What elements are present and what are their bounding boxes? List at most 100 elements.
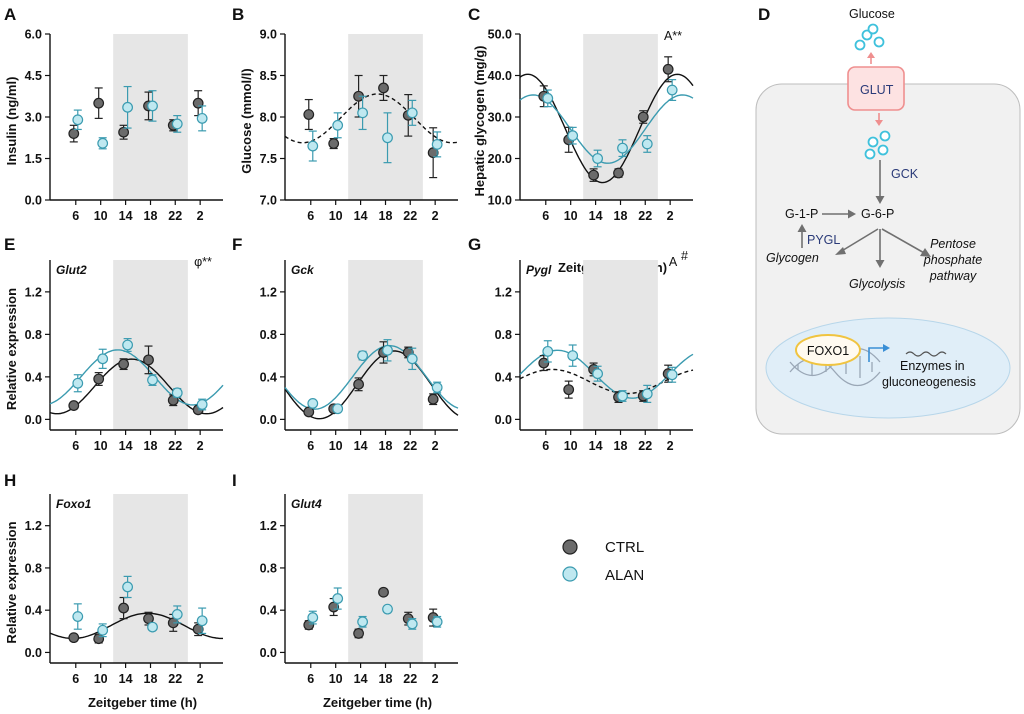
x-tick-label-e-5: 2: [197, 439, 204, 453]
x-tick-label-i-5: 2: [432, 672, 439, 686]
panel-label-f: F: [232, 235, 242, 254]
glucose-molecules-outside: [854, 23, 885, 51]
annotation-e: φ**: [194, 255, 212, 269]
data-point-f-alan-3: [382, 344, 393, 356]
data-point-e-alan-2: [122, 339, 134, 351]
transcription-arrow: [868, 347, 885, 362]
panel-label-i: I: [232, 471, 237, 490]
x-tick-label-f-4: 22: [403, 439, 417, 453]
y-tick-label-h-1: 0.4: [25, 604, 42, 618]
data-point-h-alan-1: [97, 624, 109, 636]
gene-title-e: Glut2: [56, 263, 87, 277]
data-point-f-ctrl-0: [303, 406, 315, 418]
y-axis-label-h: Relative expression: [4, 521, 19, 643]
x-tick-label-g-4: 22: [638, 439, 652, 453]
data-point-e-ctrl-2: [118, 358, 130, 370]
data-point-a-alan-1: [97, 137, 109, 149]
y-tick-label-b-2: 8.0: [260, 111, 277, 125]
y-tick-label-c-3: 40.0: [488, 69, 512, 83]
x-tick-label-a-1: 10: [94, 209, 108, 223]
y-axis-label-e: Relative expression: [4, 288, 19, 410]
y-tick-label-f-1: 0.4: [260, 370, 277, 384]
x-tick-label-i-3: 18: [379, 672, 393, 686]
data-point-b-alan-3: [382, 132, 393, 144]
data-point-a-alan-2: [122, 101, 134, 113]
x-tick-label-g-1: 10: [564, 439, 578, 453]
data-point-h-ctrl-2: [118, 602, 130, 614]
data-point-h-ctrl-0: [68, 632, 80, 644]
data-point-h-alan-3: [147, 621, 158, 633]
legend: CTRL ALAN: [562, 539, 644, 584]
y-tick-label-a-2: 3.0: [25, 111, 42, 125]
x-tick-label-e-1: 10: [94, 439, 108, 453]
x-tick-label-e-4: 22: [168, 439, 182, 453]
x-tick-label-g-3: 18: [614, 439, 628, 453]
x-tick-label-a-2: 14: [119, 209, 133, 223]
y-axis-label-b: Glucose (mmol/l): [239, 68, 254, 173]
panel-label-b: B: [232, 5, 244, 24]
x-tick-label-i-1: 10: [329, 672, 343, 686]
g6p-label: G-6-P: [861, 207, 894, 221]
pentose-label-1: Pentose: [930, 237, 976, 251]
x-tick-label-e-3: 18: [144, 439, 158, 453]
gene-title-h: Foxo1: [56, 497, 92, 511]
x-tick-label-h-0: 6: [72, 672, 79, 686]
data-point-a-alan-0: [72, 114, 84, 126]
x-tick-label-f-5: 2: [432, 439, 439, 453]
legend-ctrl-label: CTRL: [605, 539, 644, 556]
x-tick-label-c-3: 18: [614, 209, 628, 223]
data-point-g-ctrl-0: [538, 357, 550, 369]
y-tick-label-f-3: 1.2: [260, 285, 277, 299]
x-tick-label-h-4: 22: [168, 672, 182, 686]
g6p-to-pentose-arrow: [881, 228, 927, 255]
x-tick-label-a-4: 22: [168, 209, 182, 223]
data-point-b-alan-0: [307, 140, 319, 152]
x-tick-label-i-2: 14: [354, 672, 368, 686]
data-point-b-ctrl-3: [378, 82, 389, 94]
x-tick-label-i-4: 22: [403, 672, 417, 686]
y-tick-label-e-0: 0.0: [25, 413, 42, 427]
glucose-label: Glucose: [849, 7, 895, 21]
mrna-icon: [905, 351, 947, 357]
y-tick-label-g-0: 0.0: [495, 413, 512, 427]
y-tick-label-b-4: 9.0: [260, 28, 277, 42]
data-point-h-alan-2: [122, 581, 134, 593]
glycogen-label: Glycogen: [766, 251, 819, 265]
data-point-a-alan-4: [171, 118, 183, 130]
pygl-label: PYGL: [807, 233, 840, 247]
y-tick-label-f-0: 0.0: [260, 413, 277, 427]
data-point-f-alan-2: [357, 350, 369, 362]
data-point-b-alan-1: [332, 119, 344, 131]
pentose-label-2: phosphate: [923, 253, 982, 267]
glycolysis-label: Glycolysis: [849, 277, 905, 291]
data-point-g-alan-4: [641, 388, 653, 400]
dark-phase-shade-f: [348, 260, 423, 430]
enzymes-label-1: Enzymes in: [900, 359, 965, 373]
data-point-e-alan-5: [196, 399, 208, 410]
x-tick-label-g-5: 2: [667, 439, 674, 453]
gene-title-i: Glut4: [291, 497, 322, 511]
x-tick-label-b-1: 10: [329, 209, 343, 223]
x-tick-label-f-1: 10: [329, 439, 343, 453]
data-point-f-ctrl-5: [427, 393, 439, 405]
data-point-b-ctrl-1: [328, 138, 340, 149]
data-point-i-alan-3: [382, 603, 393, 615]
data-point-g-alan-2: [592, 368, 604, 380]
x-tick-label-f-2: 14: [354, 439, 368, 453]
panel-label-h: H: [4, 471, 16, 490]
data-point-g-alan-1: [567, 350, 579, 362]
annotation-g: A: [669, 255, 678, 269]
dark-phase-shade-h: [113, 494, 188, 663]
y-tick-label-i-2: 0.8: [260, 561, 277, 575]
y-tick-label-c-4: 50.0: [488, 28, 512, 42]
data-point-g-ctrl-1: [563, 384, 575, 396]
x-tick-label-c-4: 22: [638, 209, 652, 223]
y-tick-label-g-2: 0.8: [495, 328, 512, 342]
y-tick-label-i-1: 0.4: [260, 604, 277, 618]
x-tick-label-b-4: 22: [403, 209, 417, 223]
y-tick-label-c-2: 30.0: [488, 111, 512, 125]
y-tick-label-b-0: 7.0: [260, 194, 277, 208]
